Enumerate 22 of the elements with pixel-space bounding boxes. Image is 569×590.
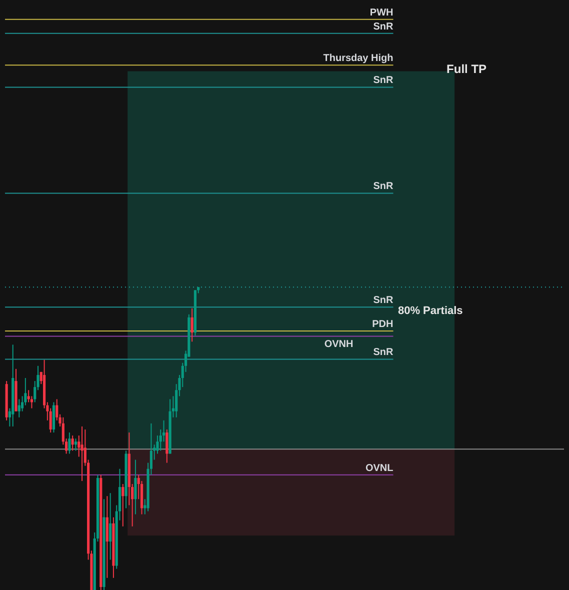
candlestick bbox=[71, 435, 74, 452]
ref-line-label: OVNH bbox=[324, 339, 354, 350]
ref-line-label: SnR bbox=[373, 21, 394, 32]
ref-line-label: PWH bbox=[370, 7, 394, 18]
ref-line-label: SnR bbox=[373, 295, 394, 306]
candlestick bbox=[166, 428, 168, 464]
ref-line-label: SnR bbox=[373, 181, 394, 192]
ref-line-label: SnR bbox=[373, 347, 394, 358]
candlestick bbox=[68, 432, 71, 454]
candlestick bbox=[134, 459, 137, 515]
ref-line-label: SnR bbox=[373, 75, 394, 86]
candlestick bbox=[190, 308, 194, 342]
text: 80% Partials bbox=[398, 304, 463, 317]
ref-line-label: OVNL bbox=[365, 462, 394, 474]
candlestick bbox=[109, 492, 112, 560]
ref-line-label: Thursday High bbox=[323, 53, 394, 64]
candlestick bbox=[122, 483, 124, 527]
band-label: Full TP bbox=[446, 62, 487, 76]
candlestick bbox=[80, 426, 84, 482]
ref-line-label: PDH bbox=[372, 319, 394, 330]
candlestick bbox=[74, 438, 78, 452]
candlestick bbox=[18, 398, 20, 418]
